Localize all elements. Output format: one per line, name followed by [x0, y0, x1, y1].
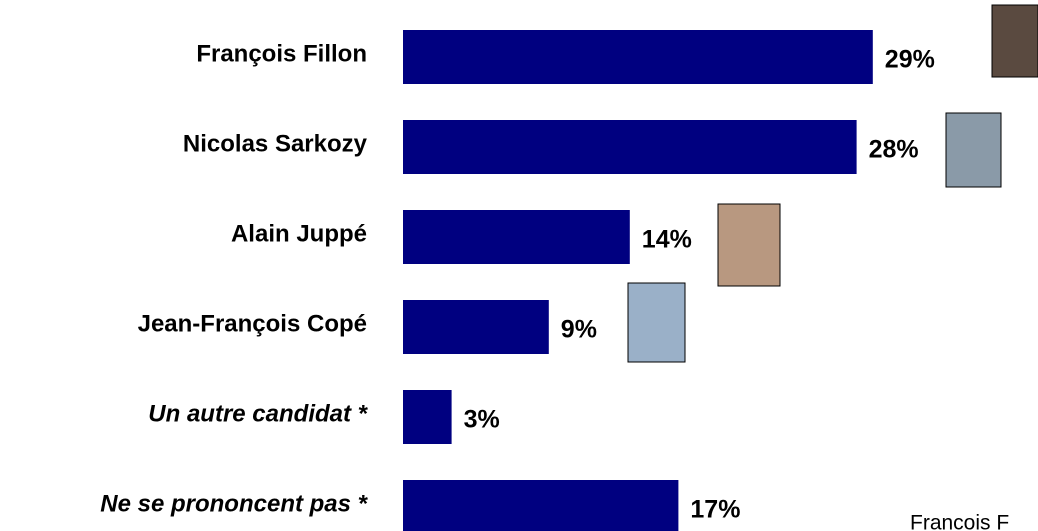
category-label: Ne se prononcent pas *	[100, 490, 368, 517]
value-label: 3%	[464, 406, 500, 434]
bar	[403, 30, 873, 84]
category-label: Alain Juppé	[231, 220, 367, 247]
bar	[403, 120, 857, 174]
bar	[403, 300, 549, 354]
category-label: Jean-François Copé	[138, 310, 367, 337]
photo	[991, 4, 1038, 78]
photo	[717, 203, 781, 287]
category-label: Nicolas Sarkozy	[183, 130, 368, 157]
category-label: François Fillon	[196, 40, 367, 67]
value-label: 17%	[690, 496, 740, 524]
value-label: 29%	[885, 46, 935, 74]
photo	[945, 112, 1002, 188]
bar	[403, 390, 452, 444]
photo	[627, 282, 686, 363]
value-label: 9%	[561, 316, 597, 344]
bar	[403, 210, 630, 264]
bar	[403, 480, 679, 531]
photos	[627, 4, 1038, 363]
annotation: Francois F	[910, 512, 1009, 531]
category-label: Un autre candidat *	[148, 400, 368, 427]
value-label: 28%	[869, 136, 919, 164]
value-label: 14%	[642, 226, 692, 254]
